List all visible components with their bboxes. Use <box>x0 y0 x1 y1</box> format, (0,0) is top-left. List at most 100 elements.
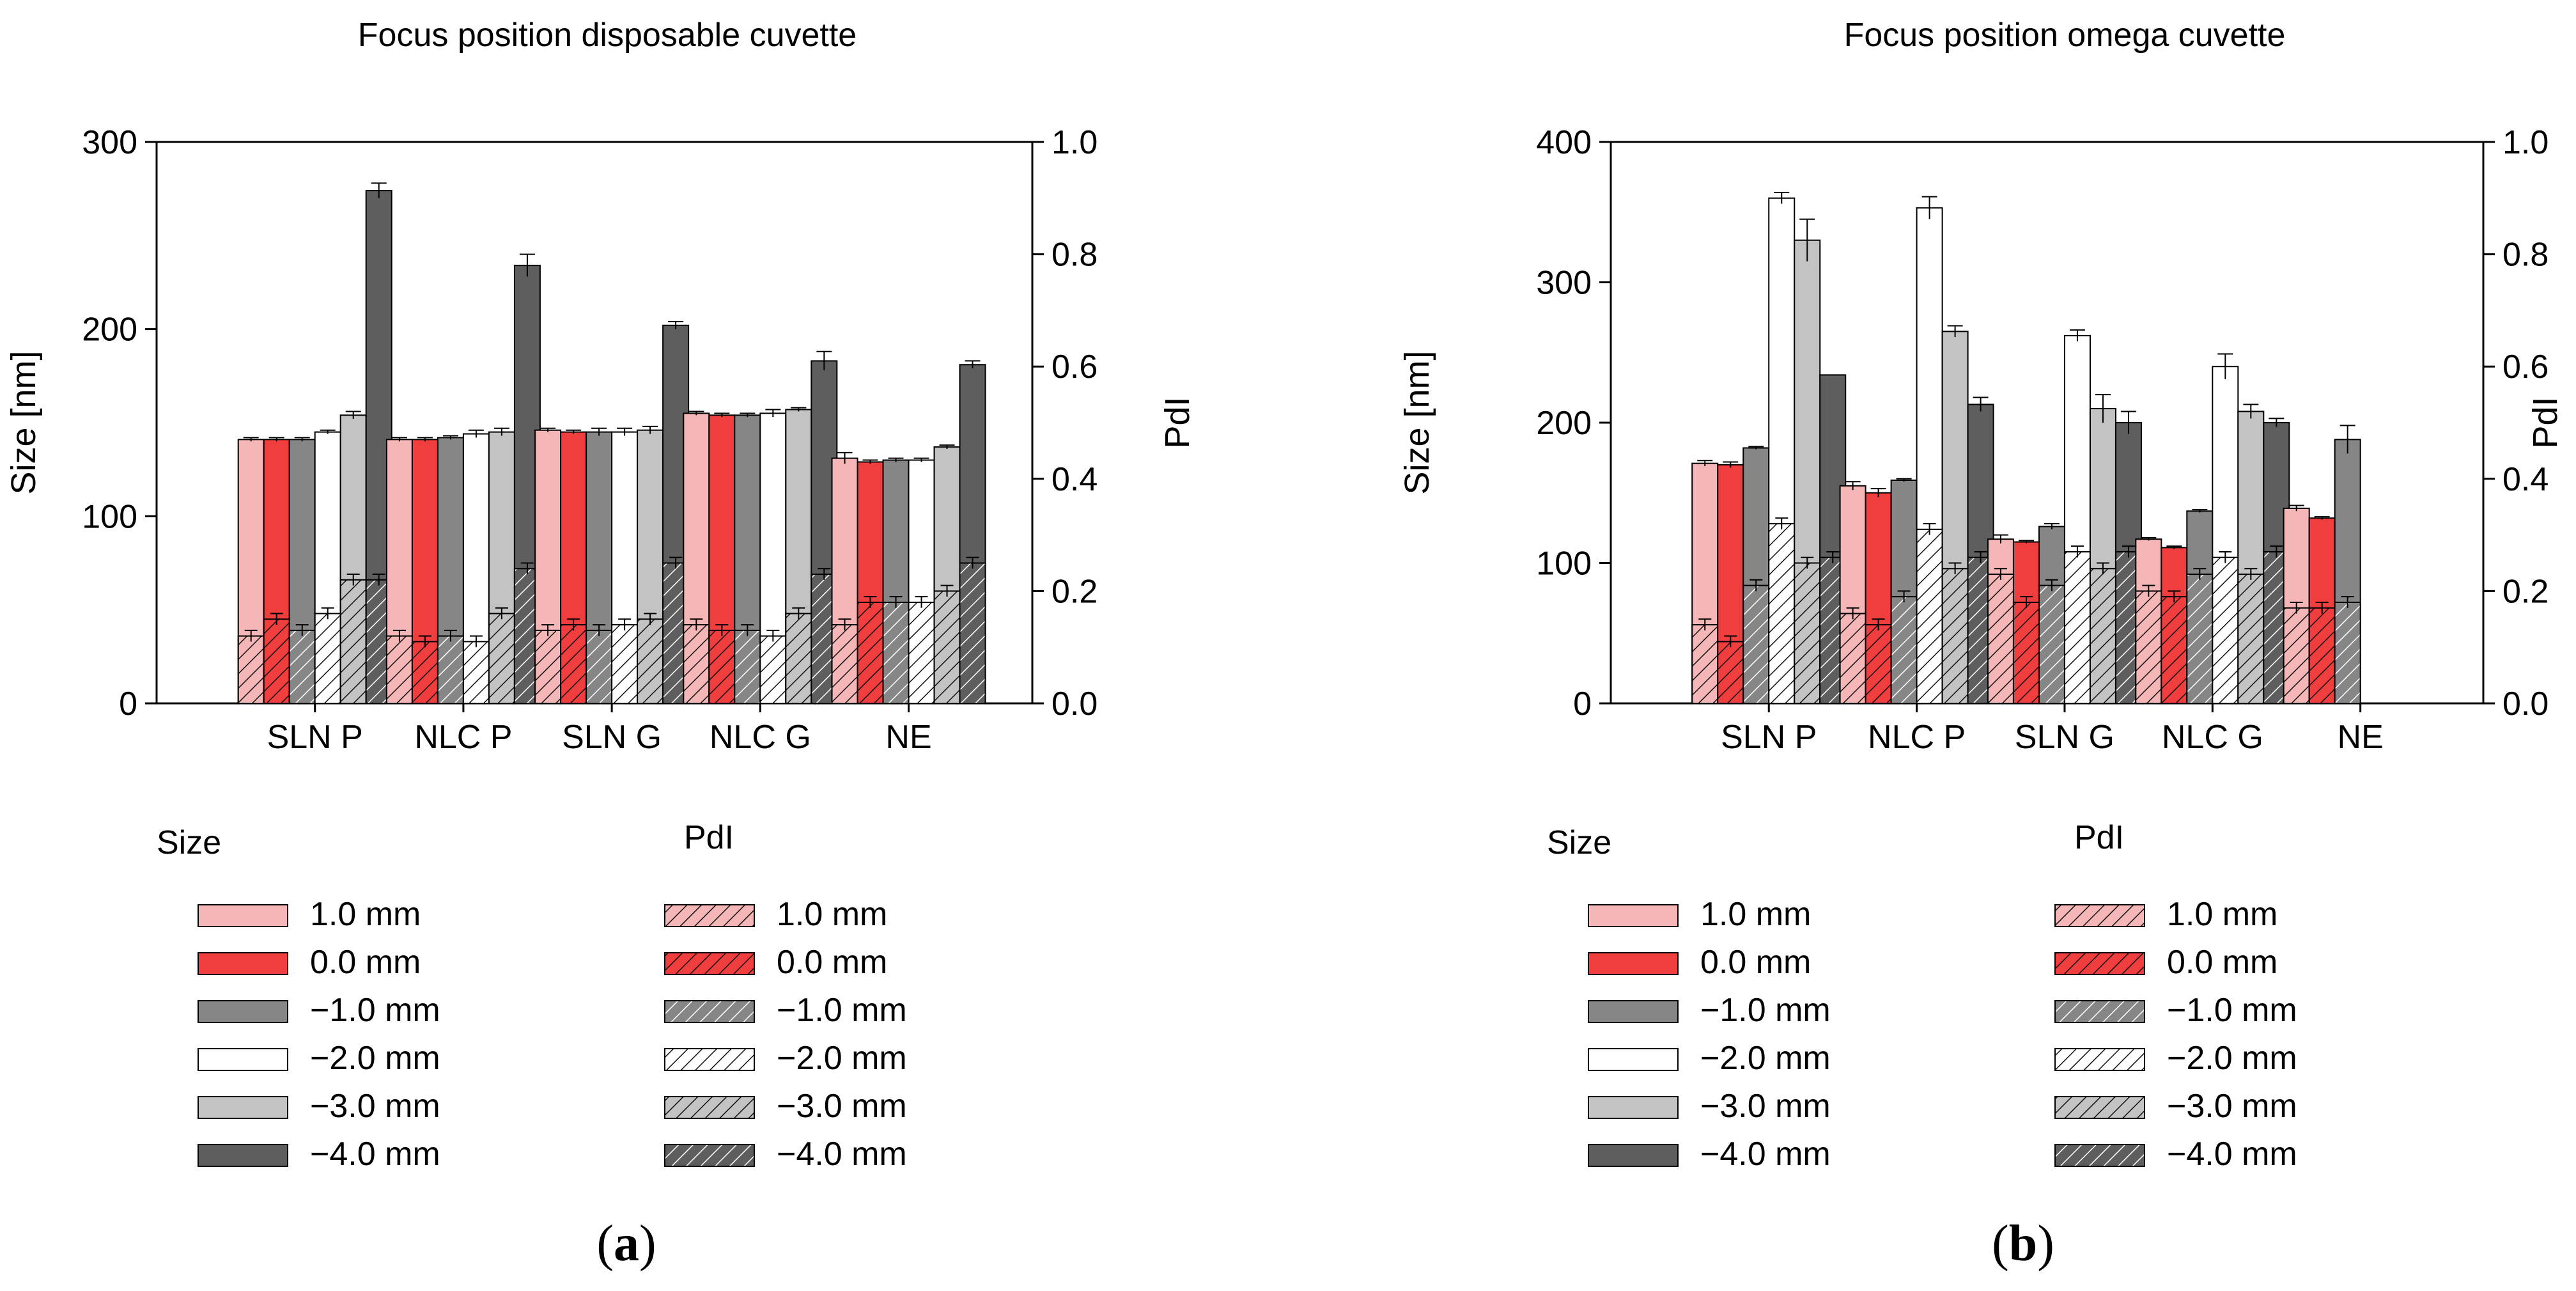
pdi-bar <box>288 629 316 704</box>
pdi-bar <box>560 624 587 705</box>
size-legend-swatch <box>1588 1000 1679 1023</box>
pdi-bar <box>2161 596 2188 704</box>
size-legend-label: −4.0 mm <box>310 1136 440 1173</box>
size-legend-swatch <box>198 904 288 927</box>
size-legend-swatch <box>1588 952 1679 975</box>
pdi-legend-label: −2.0 mm <box>2167 1040 2297 1077</box>
chart-title: Focus position disposable cuvette <box>358 17 857 54</box>
x-tick-label: NE <box>885 719 931 756</box>
pdi-bar <box>2308 607 2336 704</box>
y2-tick-label: 0.0 <box>2502 685 2549 723</box>
pdi-bar <box>683 624 710 705</box>
pdi-bar <box>759 635 787 705</box>
pdi-bar <box>882 601 910 705</box>
pdi-bar <box>385 635 413 705</box>
size-legend-label: 1.0 mm <box>310 896 421 933</box>
y-axis-label: Size [nm] <box>4 350 43 494</box>
y-tick-label: 100 <box>1536 545 1592 583</box>
pdi-bar <box>437 635 464 705</box>
pdi-legend-label: −3.0 mm <box>2167 1088 2297 1125</box>
pdi-legend-label: 1.0 mm <box>2167 896 2277 933</box>
pdi-legend-swatch <box>2054 904 2145 927</box>
pdi-bar <box>2186 574 2214 704</box>
size-legend-swatch <box>1588 1096 1679 1119</box>
pdi-bar <box>708 629 736 704</box>
y2-tick-label: 0.6 <box>2502 348 2549 386</box>
pdi-legend-swatch <box>2054 1096 2145 1119</box>
x-tick-label: NE <box>2338 719 2384 756</box>
size-legend-label: −1.0 mm <box>1700 992 1831 1029</box>
x-tick-label: NLC P <box>414 719 512 756</box>
pdi-legend-swatch <box>664 1000 755 1023</box>
size-legend-label: 0.0 mm <box>310 944 421 981</box>
pdi-bar <box>1890 596 1918 704</box>
y2-tick-label: 0.4 <box>1051 461 1098 498</box>
pdi-bar <box>586 629 613 704</box>
y2-tick-label: 0.4 <box>2502 461 2549 498</box>
size-legend-swatch <box>1588 1144 1679 1167</box>
pdi-legend-label: −1.0 mm <box>2167 992 2297 1029</box>
pdi-bar <box>2063 551 2091 704</box>
size-legend-label: −3.0 mm <box>310 1088 440 1125</box>
pdi-bar <box>637 618 664 704</box>
size-legend-label: 0.0 mm <box>1700 944 1811 981</box>
pdi-bar <box>1916 528 1943 704</box>
pdi-bar <box>785 613 812 705</box>
y-tick-label: 200 <box>1536 405 1592 442</box>
pdi-legend-title: PdI <box>684 819 734 856</box>
pdi-bar <box>1768 523 1796 704</box>
pdi-bar <box>263 618 290 704</box>
pdi-bar <box>831 624 858 705</box>
pdi-legend-swatch <box>664 1096 755 1119</box>
y2-tick-label: 0.8 <box>1051 237 1098 274</box>
size-legend-label: 1.0 mm <box>1700 896 1811 933</box>
pdi-legend-swatch <box>664 904 755 927</box>
x-tick-label: SLN P <box>267 719 363 756</box>
pdi-bar <box>534 629 562 704</box>
pdi-bar <box>857 601 884 705</box>
y-tick-label: 300 <box>1536 265 1592 302</box>
pdi-bar <box>488 613 515 705</box>
pdi-legend-label: −4.0 mm <box>777 1136 907 1173</box>
x-tick-label: SLN P <box>1721 719 1817 756</box>
pdi-legend-swatch <box>2054 1000 2145 1023</box>
pdi-legend-swatch <box>664 1048 755 1071</box>
pdi-bar <box>2135 590 2162 705</box>
pdi-legend-label: 1.0 mm <box>777 896 887 933</box>
pdi-bar <box>611 624 639 705</box>
y2-tick-label: 0.8 <box>2502 237 2549 274</box>
pdi-bar <box>411 641 438 704</box>
size-legend-label: −2.0 mm <box>310 1040 440 1077</box>
size-legend-swatch <box>1588 904 1679 927</box>
pdi-legend-label: −4.0 mm <box>2167 1136 2297 1173</box>
size-legend-swatch <box>1588 1048 1679 1071</box>
pdi-bar <box>1742 584 1770 704</box>
pdi-bar <box>2334 601 2361 705</box>
pdi-bar <box>959 562 986 704</box>
pdi-bar <box>314 613 341 705</box>
size-legend-swatch <box>198 1144 288 1167</box>
pdi-legend-label: 0.0 mm <box>777 944 887 981</box>
chart-title: Focus position omega cuvette <box>1844 17 2286 54</box>
pdi-bar <box>2212 556 2239 704</box>
pdi-legend-swatch <box>2054 1144 2145 1167</box>
y2-axis-label: PdI <box>1158 396 1197 448</box>
y-tick-label: 100 <box>82 498 137 535</box>
pdi-bar <box>1987 574 2014 704</box>
pdi-bar <box>1839 613 1866 705</box>
pdi-legend-swatch <box>664 952 755 975</box>
size-legend-title: Size <box>1547 824 1611 861</box>
x-tick-label: NLC P <box>1868 719 1966 756</box>
y2-tick-label: 0.2 <box>2502 573 2549 610</box>
y-tick-label: 0 <box>1573 685 1592 723</box>
pdi-bar <box>2038 584 2065 704</box>
chart-omega-cuvette: Focus position omega cuvette 0 100 200 300 40… <box>1398 17 2564 1173</box>
panel-label-b: (b) <box>1992 1216 2054 1272</box>
pdi-bar <box>1865 624 1892 705</box>
pdi-legend-swatch <box>2054 952 2145 975</box>
chart-disposable-cuvette: Focus position disposable cuvette 0 100 200… <box>4 17 1197 1173</box>
x-tick-label: NLC G <box>710 719 811 756</box>
x-tick-label: SLN G <box>562 719 662 756</box>
pdi-legend-swatch <box>664 1144 755 1167</box>
